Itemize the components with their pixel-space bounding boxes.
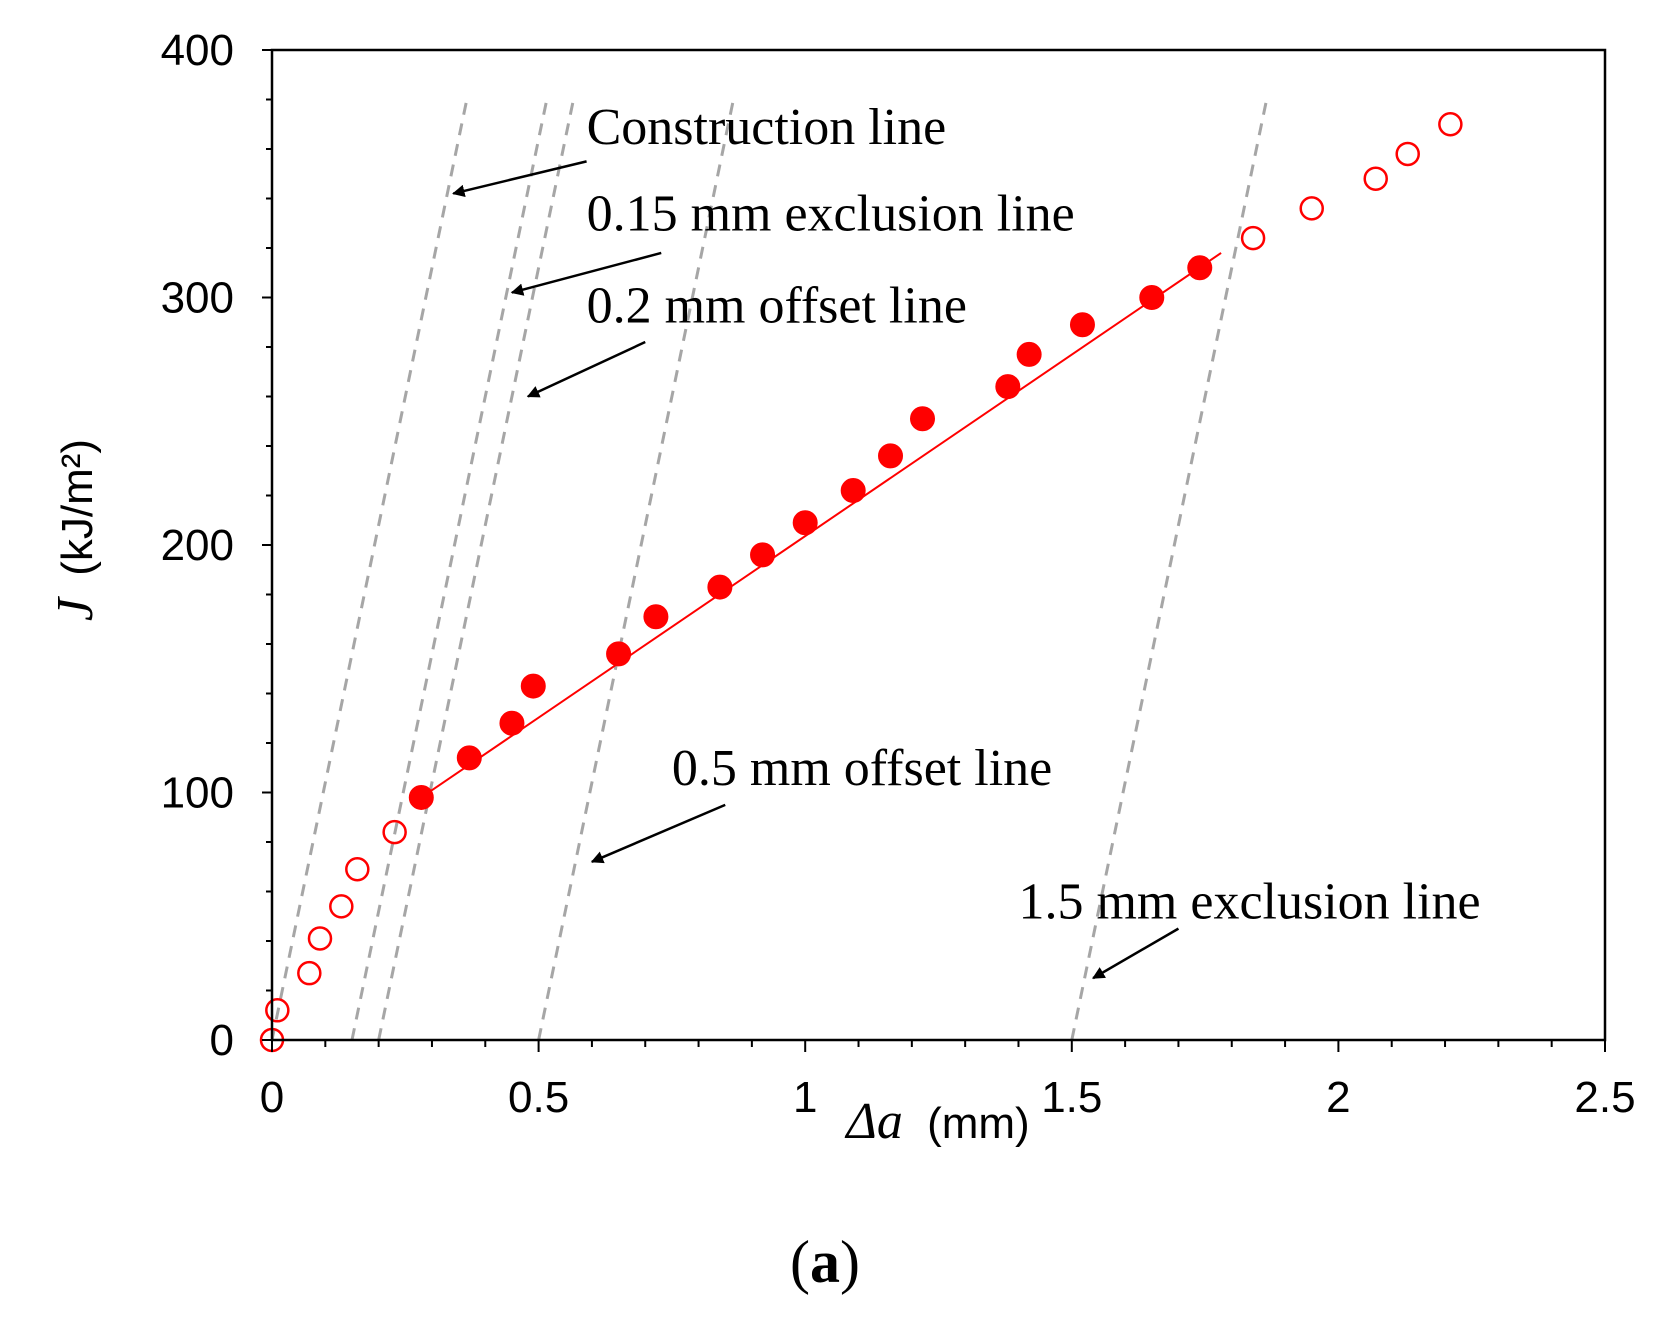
filled-point-2 xyxy=(499,710,525,736)
y-axis-unit: (kJ/m²) xyxy=(53,439,102,576)
annotation-arrow-0 xyxy=(452,160,587,197)
x-axis-symbol: Δa xyxy=(844,1093,903,1150)
y-axis-symbol: J xyxy=(47,595,104,621)
x-tick-label: 0 xyxy=(260,1073,284,1122)
filled-point-1 xyxy=(456,745,482,771)
x-tick-label: 2 xyxy=(1326,1073,1350,1122)
x-axis-title: Δa (mm) xyxy=(844,1093,1029,1150)
panel-label-letter: a xyxy=(810,1229,840,1295)
y-axis-title: J (kJ/m²) xyxy=(47,439,104,621)
fit-line xyxy=(420,252,1222,799)
open-point-5 xyxy=(345,856,370,882)
annotation-label-0: Construction line xyxy=(587,99,947,156)
filled-point-0 xyxy=(408,784,434,810)
annotation-label-2: 0.2 mm offset line xyxy=(587,277,967,334)
reference-line-1 xyxy=(350,99,549,1040)
open-point-3 xyxy=(307,926,333,951)
open-point-6 xyxy=(382,819,407,845)
y-tick-label: 200 xyxy=(161,521,234,570)
annotation-label-4: 1.5 mm exclusion line xyxy=(1018,874,1480,931)
filled-point-6 xyxy=(707,574,733,600)
annotation-arrow-2 xyxy=(526,340,646,398)
open-point-4 xyxy=(329,894,354,919)
filled-point-4 xyxy=(606,641,632,667)
y-tick-label: 300 xyxy=(161,274,234,323)
panel-label: (a) xyxy=(790,1229,860,1295)
x-tick-label: 1.5 xyxy=(1041,1073,1102,1122)
reference-line-2 xyxy=(377,99,575,1040)
x-tick-label: 0.5 xyxy=(508,1073,569,1122)
open-point-8 xyxy=(1299,196,1324,221)
open-point-2 xyxy=(297,960,322,986)
filled-point-7 xyxy=(750,542,776,568)
open-point-7 xyxy=(1240,225,1266,251)
filled-point-10 xyxy=(878,443,904,469)
annotation-arrow-4 xyxy=(1092,927,1180,980)
annotation-label-1: 0.15 mm exclusion line xyxy=(587,186,1075,243)
x-tick-label: 1 xyxy=(793,1073,817,1122)
filled-point-13 xyxy=(1016,341,1042,367)
y-tick-label: 100 xyxy=(161,769,234,818)
filled-point-12 xyxy=(995,374,1021,400)
x-tick-label: 2.5 xyxy=(1574,1073,1635,1122)
reference-line-3 xyxy=(537,99,735,1040)
open-point-9 xyxy=(1363,166,1388,191)
panel-label-close: ) xyxy=(840,1229,860,1295)
open-point-10 xyxy=(1395,141,1420,167)
annotation-arrow-1 xyxy=(510,251,662,296)
filled-point-15 xyxy=(1139,285,1165,310)
reference-line-4 xyxy=(1070,99,1269,1040)
filled-point-16 xyxy=(1187,255,1213,281)
x-axis-unit: (mm) xyxy=(927,1099,1030,1148)
filled-point-11 xyxy=(910,406,936,432)
reference-line-0 xyxy=(272,99,469,1040)
filled-point-3 xyxy=(520,673,546,699)
filled-point-14 xyxy=(1069,312,1095,338)
filled-point-8 xyxy=(792,510,818,536)
panel-label-open: ( xyxy=(790,1229,810,1295)
annotation-label-3: 0.5 mm offset line xyxy=(672,740,1052,797)
open-point-11 xyxy=(1438,112,1463,137)
open-point-1 xyxy=(265,998,290,1023)
annotation-arrow-3 xyxy=(590,803,726,864)
y-tick-label: 0 xyxy=(210,1016,234,1065)
y-tick-label: 400 xyxy=(161,26,234,75)
filled-point-5 xyxy=(643,604,669,630)
filled-point-9 xyxy=(840,478,866,504)
